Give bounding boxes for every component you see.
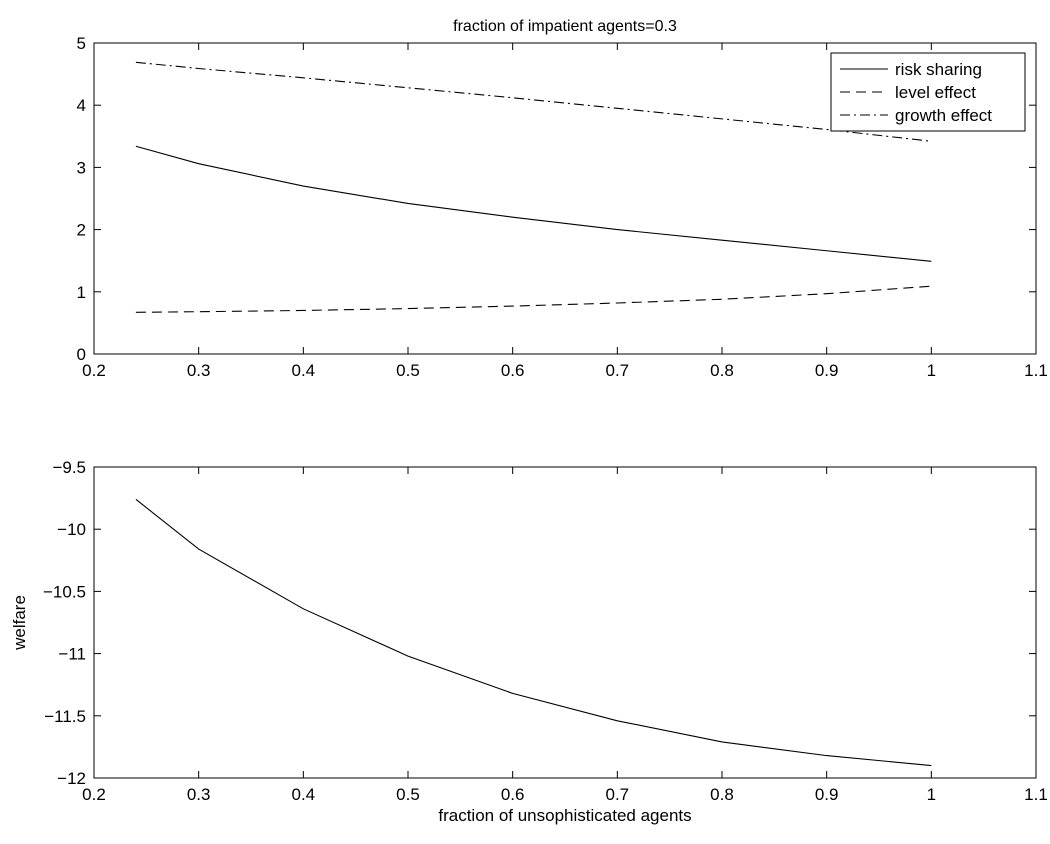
x-tick-label: 0.2 <box>82 785 106 804</box>
series-line-1 <box>135 285 932 313</box>
x-tick-label: 0.9 <box>815 785 839 804</box>
x-tick-label: 0.6 <box>501 785 525 804</box>
y-tick-label: 4 <box>77 96 86 115</box>
x-tick-label: 0.9 <box>815 361 839 380</box>
plot-frame <box>93 466 1037 779</box>
x-tick-label: 0.5 <box>396 361 420 380</box>
x-tick-label: 1.1 <box>1024 361 1048 380</box>
series-line-0 <box>135 145 932 262</box>
x-tick-label: 1 <box>927 361 936 380</box>
y-tick-label: −9.5 <box>52 458 86 477</box>
x-tick-label: 0.3 <box>187 785 211 804</box>
x-tick-label: 0.7 <box>606 361 630 380</box>
x-tick-label: 1 <box>927 785 936 804</box>
y-tick-label: −11 <box>58 645 86 664</box>
y-tick-label: −10 <box>57 520 86 539</box>
x-tick-label: 0.6 <box>501 361 525 380</box>
legend-label-2: growth effect <box>895 106 992 125</box>
series-line-0 <box>135 498 932 767</box>
chart-title: fraction of impatient agents=0.3 <box>453 18 677 35</box>
x-tick-label: 0.5 <box>396 785 420 804</box>
series-line-2 <box>135 61 932 142</box>
x-tick-label: 1.1 <box>1024 785 1048 804</box>
x-tick-label: 0.8 <box>710 361 734 380</box>
chart-top: 0.2 0.3 0.4 0.5 0.6 0.7 0.8 0.9 1 1.1 0 1 2 3 4 5 fracti… <box>77 18 1048 380</box>
x-tick-label: 0.4 <box>292 361 316 380</box>
x-tick-label: 0.2 <box>82 361 106 380</box>
y-tick-label: −10.5 <box>43 582 86 601</box>
y-tick-label: 2 <box>77 221 86 240</box>
y-axis-label: welfare <box>10 595 29 651</box>
y-tick-label: 0 <box>77 345 86 364</box>
x-tick-label: 0.8 <box>710 785 734 804</box>
y-tick-label: −11.5 <box>44 707 86 726</box>
x-tick-label: 0.4 <box>292 785 316 804</box>
legend-label-0: risk sharing <box>895 60 982 79</box>
y-tick-label: 5 <box>77 34 86 53</box>
x-tick-label: 0.3 <box>187 361 211 380</box>
y-tick-label: 1 <box>77 283 86 302</box>
x-axis-label: fraction of unsophisticated agents <box>438 806 691 825</box>
plot-frame <box>93 42 1037 355</box>
y-tick-label: 3 <box>77 158 86 177</box>
legend-label-1: level effect <box>895 83 976 102</box>
chart-bottom: 0.2 0.3 0.4 0.5 0.6 0.7 0.8 0.9 1 1.1 −12 −11.5 −11 −… <box>10 458 1048 825</box>
x-tick-label: 0.7 <box>606 785 630 804</box>
y-tick-label: −12 <box>57 769 86 788</box>
